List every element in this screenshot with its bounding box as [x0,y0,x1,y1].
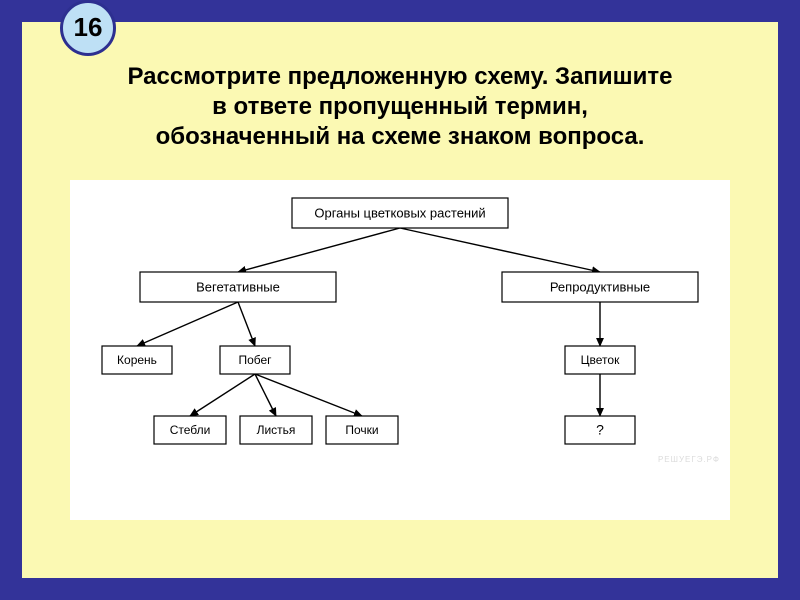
node-repr: Репродуктивные [502,272,698,302]
title-line-1: Рассмотрите предложенную схему. Запишите [60,62,740,92]
edge-shoot-buds [255,374,362,416]
node-label-root: Органы цветковых растений [314,205,485,220]
node-root: Органы цветковых растений [292,198,508,228]
diagram-panel: Органы цветковых растений Вегетативные Реп… [70,180,730,520]
question-title: Рассмотрите предложенную схему. Запишите… [60,62,740,152]
edge-root-veg [238,228,400,272]
edge-veg-root2 [137,302,238,346]
slide-number: 16 [74,16,103,39]
edge-root-repr [400,228,600,272]
node-label-leaves: Листья [257,423,296,437]
node-buds: Почки [326,416,398,444]
node-label-flower: Цветок [581,353,620,367]
node-qmark: ? [565,416,635,444]
edge-veg-shoot [238,302,255,346]
node-label-buds: Почки [345,423,378,437]
node-veg: Вегетативные [140,272,336,302]
slide-number-badge: 16 [60,0,116,56]
node-leaves: Листья [240,416,312,444]
node-label-root2: Корень [117,353,157,367]
edge-shoot-stems [190,374,255,416]
node-label-qmark: ? [596,422,604,438]
watermark: РЕШУЕГЭ.РФ [658,455,720,464]
tree-diagram: Органы цветковых растений Вегетативные Реп… [70,180,730,520]
node-label-shoot: Побег [238,353,272,367]
node-root2: Корень [102,346,172,374]
title-line-3: обозначенный на схеме знаком вопроса. [60,122,740,152]
node-flower: Цветок [565,346,635,374]
node-shoot: Побег [220,346,290,374]
node-label-repr: Репродуктивные [550,279,650,294]
title-line-2: в ответе пропущенный термин, [60,92,740,122]
node-stems: Стебли [154,416,226,444]
node-label-veg: Вегетативные [196,279,280,294]
node-label-stems: Стебли [170,423,211,437]
